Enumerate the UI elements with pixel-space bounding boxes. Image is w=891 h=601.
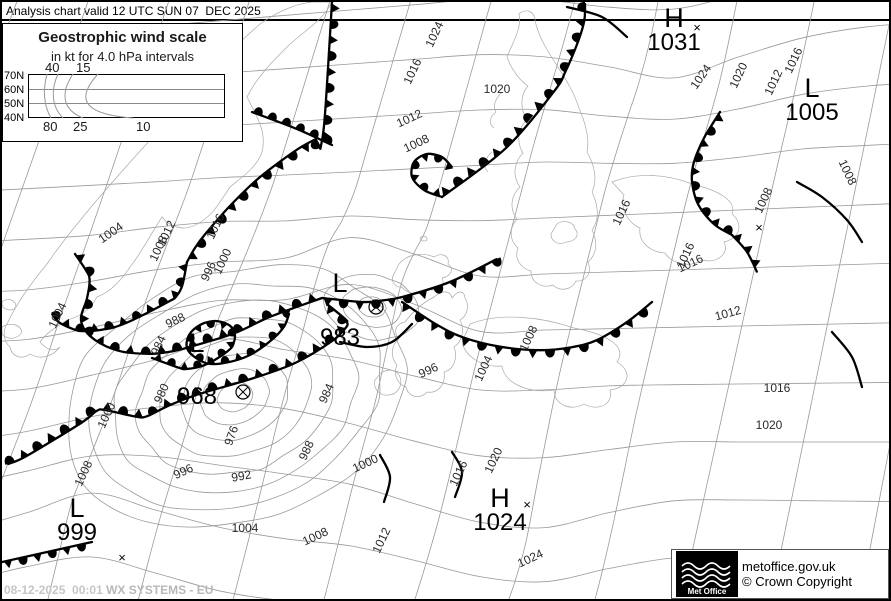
svg-text:984: 984 <box>148 333 169 357</box>
svg-text:984: 984 <box>316 381 337 405</box>
svg-text:1020: 1020 <box>484 82 511 96</box>
svg-text:988: 988 <box>163 310 187 331</box>
svg-text:988: 988 <box>296 438 317 462</box>
svg-text:Met Office: Met Office <box>688 587 727 596</box>
svg-text:1000: 1000 <box>94 400 118 430</box>
svg-text:L: L <box>189 328 204 358</box>
svg-text:1012: 1012 <box>394 106 424 130</box>
svg-text:×: × <box>693 20 701 35</box>
svg-text:983: 983 <box>320 324 360 351</box>
svg-text:1024: 1024 <box>422 19 446 49</box>
svg-text:1012: 1012 <box>761 67 785 97</box>
svg-text:980: 980 <box>151 381 172 405</box>
svg-text:×: × <box>118 550 126 565</box>
svg-text:×: × <box>755 220 763 235</box>
svg-text:L: L <box>332 268 347 298</box>
svg-text:996: 996 <box>171 461 195 482</box>
svg-text:1004: 1004 <box>96 219 126 246</box>
svg-text:1016: 1016 <box>609 197 633 227</box>
svg-text:1024: 1024 <box>687 61 714 91</box>
svg-text:968: 968 <box>177 383 217 410</box>
svg-text:1016: 1016 <box>764 381 791 395</box>
svg-text:1012: 1012 <box>369 525 393 555</box>
svg-text:1004: 1004 <box>471 353 495 383</box>
svg-text:1005: 1005 <box>785 99 838 126</box>
svg-text:1008: 1008 <box>516 323 540 353</box>
svg-text:1020: 1020 <box>481 445 505 475</box>
svg-text:1008: 1008 <box>401 131 431 155</box>
svg-text:1008: 1008 <box>300 524 330 548</box>
svg-text:1008: 1008 <box>71 458 95 488</box>
svg-text:1016: 1016 <box>400 56 424 86</box>
svg-text:992: 992 <box>230 467 252 484</box>
svg-text:976: 976 <box>221 424 241 448</box>
svg-text:1012: 1012 <box>713 303 743 324</box>
svg-text:996: 996 <box>416 360 440 381</box>
svg-text:1000: 1000 <box>350 451 380 475</box>
svg-text:1024: 1024 <box>473 509 526 536</box>
svg-text:1024: 1024 <box>515 546 545 570</box>
svg-text:999: 999 <box>57 519 97 546</box>
svg-text:×: × <box>523 497 531 512</box>
svg-text:1020: 1020 <box>726 60 750 90</box>
svg-text:1016: 1016 <box>446 458 470 488</box>
svg-text:1004: 1004 <box>232 521 259 535</box>
svg-text:1020: 1020 <box>756 418 783 432</box>
